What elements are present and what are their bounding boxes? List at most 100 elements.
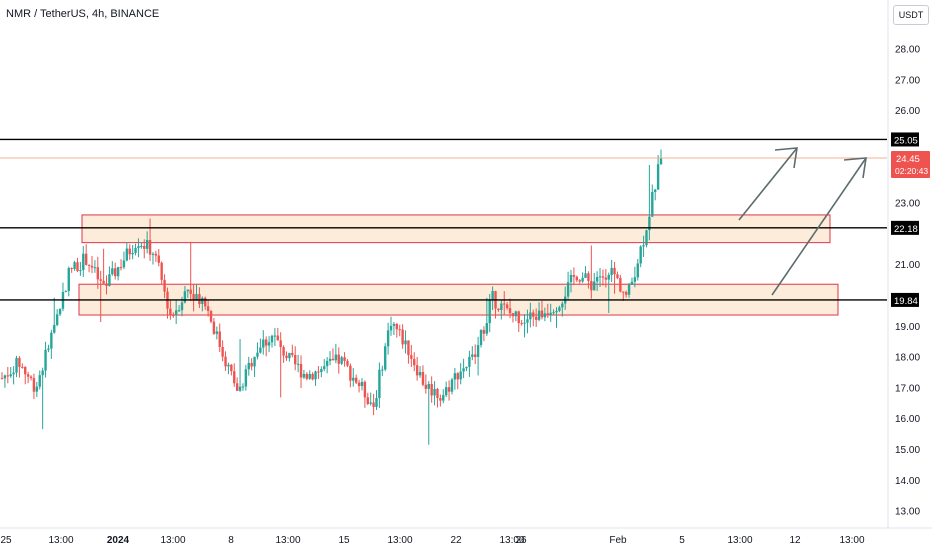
candle-body: [209, 310, 213, 322]
time-axis: 25 13:00 2024 13:00 8 13:00 15 13:00 22 13:00 Feb 5…: [0, 535, 865, 546]
candle-body: [439, 398, 442, 401]
candle-body: [320, 369, 323, 373]
candle-body: [352, 377, 355, 381]
candle-body: [366, 397, 369, 404]
candle-body: [349, 365, 352, 381]
projection-arrow-lower: [771, 157, 867, 296]
x-tick-label: 2024: [107, 535, 130, 546]
chart-title: NMR / TetherUS, 4h, BINANCE: [6, 8, 160, 20]
candle-body: [334, 354, 338, 361]
candle-body: [294, 355, 297, 365]
candle-body: [21, 366, 24, 368]
candle-body: [276, 335, 279, 341]
candle-body: [15, 357, 18, 373]
candle-body: [619, 278, 622, 292]
candle-body: [392, 323, 396, 326]
candle-body: [447, 387, 451, 392]
candle-body: [82, 253, 85, 271]
candle-body: [201, 297, 204, 304]
y-tick-label: 19.00: [895, 322, 920, 333]
x-tick-label: 13:00: [48, 535, 73, 546]
candle-body: [323, 366, 326, 370]
candle-body: [288, 352, 291, 359]
candle-body: [410, 355, 413, 359]
candle-body: [375, 398, 378, 407]
x-tick-label: 22: [450, 535, 462, 546]
candle-body: [64, 291, 68, 293]
candle-body: [442, 395, 445, 401]
candle-body: [659, 157, 663, 165]
candle-body: [253, 356, 256, 367]
x-tick-label: Feb: [609, 535, 627, 546]
candle-body: [593, 281, 596, 291]
candle-body: [111, 268, 114, 275]
candle-body: [305, 373, 309, 379]
candle-body: [32, 378, 36, 392]
candle-body: [291, 352, 294, 356]
candle-body: [459, 371, 462, 380]
level-label-box: [891, 220, 919, 235]
candle-body: [424, 384, 428, 389]
candle-body: [183, 291, 187, 303]
candle-body: [160, 262, 163, 280]
candle-body: [143, 246, 146, 249]
candle-body: [508, 308, 512, 314]
candle-body: [384, 346, 387, 370]
candle-body: [624, 292, 628, 295]
levels-layer: [0, 138, 887, 301]
candle-body: [12, 372, 15, 375]
candle-body: [537, 310, 541, 320]
candle-body: [552, 312, 555, 314]
current-price-label: 24.45: [896, 154, 920, 165]
candle-body: [421, 371, 425, 385]
candle-body: [102, 280, 105, 284]
candle-body: [67, 268, 70, 292]
candle-body: [55, 314, 59, 325]
candle-body: [468, 356, 471, 367]
candle-body: [233, 371, 236, 384]
candle-body: [206, 306, 210, 311]
candle-body: [177, 310, 181, 312]
candle-body: [476, 345, 480, 357]
candle-body: [58, 308, 62, 315]
candle-body: [645, 230, 648, 246]
candle-body: [578, 280, 581, 282]
candle-body: [238, 386, 242, 391]
candle-body: [413, 358, 416, 366]
x-tick-label: 5: [679, 535, 685, 546]
candle-body: [360, 381, 364, 387]
candle-body: [105, 283, 108, 286]
candle-body: [357, 382, 361, 387]
candle-body: [444, 387, 448, 396]
candle-body: [549, 312, 552, 316]
candle-body: [119, 267, 123, 269]
candle-body: [485, 323, 489, 334]
candle-body: [604, 277, 608, 280]
candle-body: [204, 297, 207, 307]
y-tick-label: 23.00: [895, 199, 920, 210]
candle-body: [90, 265, 94, 268]
y-tick-label: 28.00: [895, 45, 920, 56]
candle-body: [363, 381, 367, 398]
candle-body: [479, 329, 483, 346]
currency-unit-button[interactable]: USDT: [893, 5, 929, 25]
candle-body: [145, 239, 149, 249]
candle-body: [465, 366, 468, 369]
candle-body: [656, 164, 660, 190]
candle-body: [389, 325, 393, 331]
x-tick-label: 13:00: [387, 535, 412, 546]
candle-body: [471, 354, 474, 357]
candle-body: [215, 331, 219, 334]
candle-body: [174, 310, 178, 316]
candle-body: [18, 357, 21, 367]
candle-body: [189, 289, 192, 294]
candle-body: [93, 267, 97, 269]
candle-body: [140, 246, 143, 248]
x-tick-label: 13:00: [160, 535, 185, 546]
candle-body: [436, 388, 439, 399]
candle-body: [163, 279, 166, 292]
candle-body: [70, 268, 73, 270]
candle-body: [279, 340, 282, 348]
candle-body: [630, 281, 634, 285]
